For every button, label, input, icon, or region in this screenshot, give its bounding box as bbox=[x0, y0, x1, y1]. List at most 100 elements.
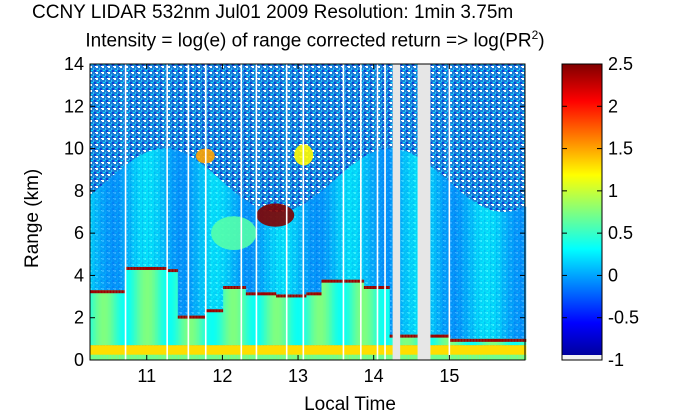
aerosol-top-edge bbox=[332, 279, 335, 283]
surface-layer-segment bbox=[309, 345, 312, 360]
aerosol-layer-segment bbox=[294, 294, 297, 346]
aerosol-layer-segment bbox=[332, 279, 335, 346]
aerosol-top-edge bbox=[489, 338, 492, 342]
aerosol-top-edge bbox=[350, 279, 353, 283]
surface-strip bbox=[324, 354, 327, 360]
aerosol-layer-segment bbox=[212, 309, 215, 346]
surface-layer-segment bbox=[91, 345, 94, 360]
surface-layer-segment bbox=[139, 345, 142, 360]
aerosol-layer-segment bbox=[141, 266, 144, 346]
aerosol-layer-segment bbox=[345, 279, 348, 346]
aerosol-top-edge bbox=[353, 279, 356, 283]
surface-strip bbox=[483, 354, 486, 360]
surface-strip bbox=[495, 354, 498, 360]
axes: 11 12 13 14 15 0 2 4 6 8 10 12 14 bbox=[64, 54, 526, 386]
mid-layer-segment bbox=[120, 168, 123, 291]
surface-layer-segment bbox=[271, 345, 274, 360]
aerosol-top-edge bbox=[142, 266, 145, 270]
aerosol-top-edge bbox=[221, 309, 224, 313]
surface-layer-segment bbox=[412, 345, 415, 360]
aerosol-top-edge bbox=[516, 338, 519, 342]
surface-strip bbox=[192, 354, 195, 360]
surface-strip bbox=[282, 354, 285, 360]
surface-strip bbox=[366, 354, 369, 360]
aerosol-top-edge bbox=[409, 334, 412, 338]
mid-layer-segment bbox=[483, 207, 486, 339]
surface-layer-segment bbox=[515, 345, 518, 360]
surface-strip bbox=[138, 354, 141, 360]
surface-strip bbox=[413, 354, 416, 360]
aerosol-layer-segment bbox=[518, 338, 521, 346]
surface-strip bbox=[438, 354, 441, 360]
surface-layer-segment bbox=[345, 345, 348, 360]
mid-layer-segment bbox=[139, 155, 142, 267]
aerosol-layer-segment bbox=[149, 266, 152, 346]
surface-strip bbox=[307, 354, 310, 360]
surface-strip bbox=[406, 354, 409, 360]
surface-layer-segment bbox=[465, 345, 468, 360]
surface-layer-segment bbox=[521, 345, 524, 360]
surface-layer-segment bbox=[185, 345, 188, 360]
aerosol-top-edge bbox=[191, 315, 194, 319]
aerosol-layer-segment bbox=[444, 334, 447, 346]
aerosol-layer-segment bbox=[477, 338, 480, 346]
aerosol-top-edge bbox=[115, 290, 118, 294]
surface-layer-segment bbox=[501, 345, 504, 360]
aerosol-top-edge bbox=[513, 338, 516, 342]
mid-layer-segment bbox=[368, 153, 371, 286]
aerosol-layer-segment bbox=[201, 315, 204, 346]
mid-layer-segment bbox=[270, 211, 273, 293]
mid-layer-segment bbox=[324, 187, 327, 280]
mid-layer-segment bbox=[208, 169, 211, 310]
aerosol-top-edge bbox=[182, 315, 185, 319]
aerosol-top-edge bbox=[150, 266, 153, 270]
colorbar-tick-label: 2.5 bbox=[608, 54, 633, 74]
aerosol-layer-segment bbox=[182, 315, 185, 346]
surface-strip bbox=[158, 354, 161, 360]
mid-layer-segment bbox=[513, 210, 516, 339]
colorbar-tick-label: 0 bbox=[608, 265, 618, 285]
surface-layer-segment bbox=[121, 345, 124, 360]
aerosol-top-edge bbox=[522, 338, 525, 342]
aerosol-top-edge bbox=[441, 334, 444, 338]
surface-strip bbox=[96, 354, 99, 360]
surface-layer-segment bbox=[211, 345, 214, 360]
colorbar-tick-label: 1.5 bbox=[608, 139, 633, 159]
surface-layer-segment bbox=[109, 345, 112, 360]
surface-layer-segment bbox=[380, 345, 383, 360]
surface-layer-segment bbox=[377, 345, 380, 360]
mid-layer-segment bbox=[155, 149, 158, 267]
aerosol-layer-segment bbox=[522, 338, 525, 346]
surface-layer-segment bbox=[415, 345, 418, 360]
surface-strip bbox=[410, 354, 413, 360]
surface-strip bbox=[442, 354, 445, 360]
surface-layer-segment bbox=[522, 345, 525, 360]
aerosol-top-edge bbox=[156, 266, 159, 270]
mid-layer-segment bbox=[149, 151, 152, 267]
surface-strip bbox=[274, 354, 277, 360]
surface-strip bbox=[117, 354, 120, 360]
aerosol-layer-segment bbox=[192, 315, 195, 346]
surface-strip bbox=[481, 354, 484, 360]
mid-layer-segment bbox=[147, 151, 150, 267]
mid-layer-segment bbox=[500, 211, 503, 339]
aerosol-layer-segment bbox=[291, 294, 294, 346]
mid-layer-segment bbox=[404, 151, 407, 335]
aerosol-top-edge bbox=[483, 338, 486, 342]
surface-layer-segment bbox=[105, 345, 108, 360]
aerosol-layer-segment bbox=[323, 279, 326, 346]
surface-layer-segment bbox=[191, 345, 194, 360]
aerosol-top-edge bbox=[170, 269, 173, 273]
aerosol-layer-segment bbox=[103, 290, 106, 346]
surface-layer-segment bbox=[111, 345, 114, 360]
surface-layer-segment bbox=[283, 345, 286, 360]
surface-layer-segment bbox=[353, 345, 356, 360]
mid-layer-segment bbox=[189, 156, 192, 316]
surface-strip bbox=[451, 354, 454, 360]
surface-layer-segment bbox=[215, 345, 218, 360]
data-gap-1 bbox=[417, 64, 431, 360]
aerosol-layer-segment bbox=[224, 286, 227, 346]
data-gap-0 bbox=[392, 64, 401, 360]
aerosol-top-edge bbox=[155, 266, 158, 270]
surface-strip bbox=[316, 354, 319, 360]
